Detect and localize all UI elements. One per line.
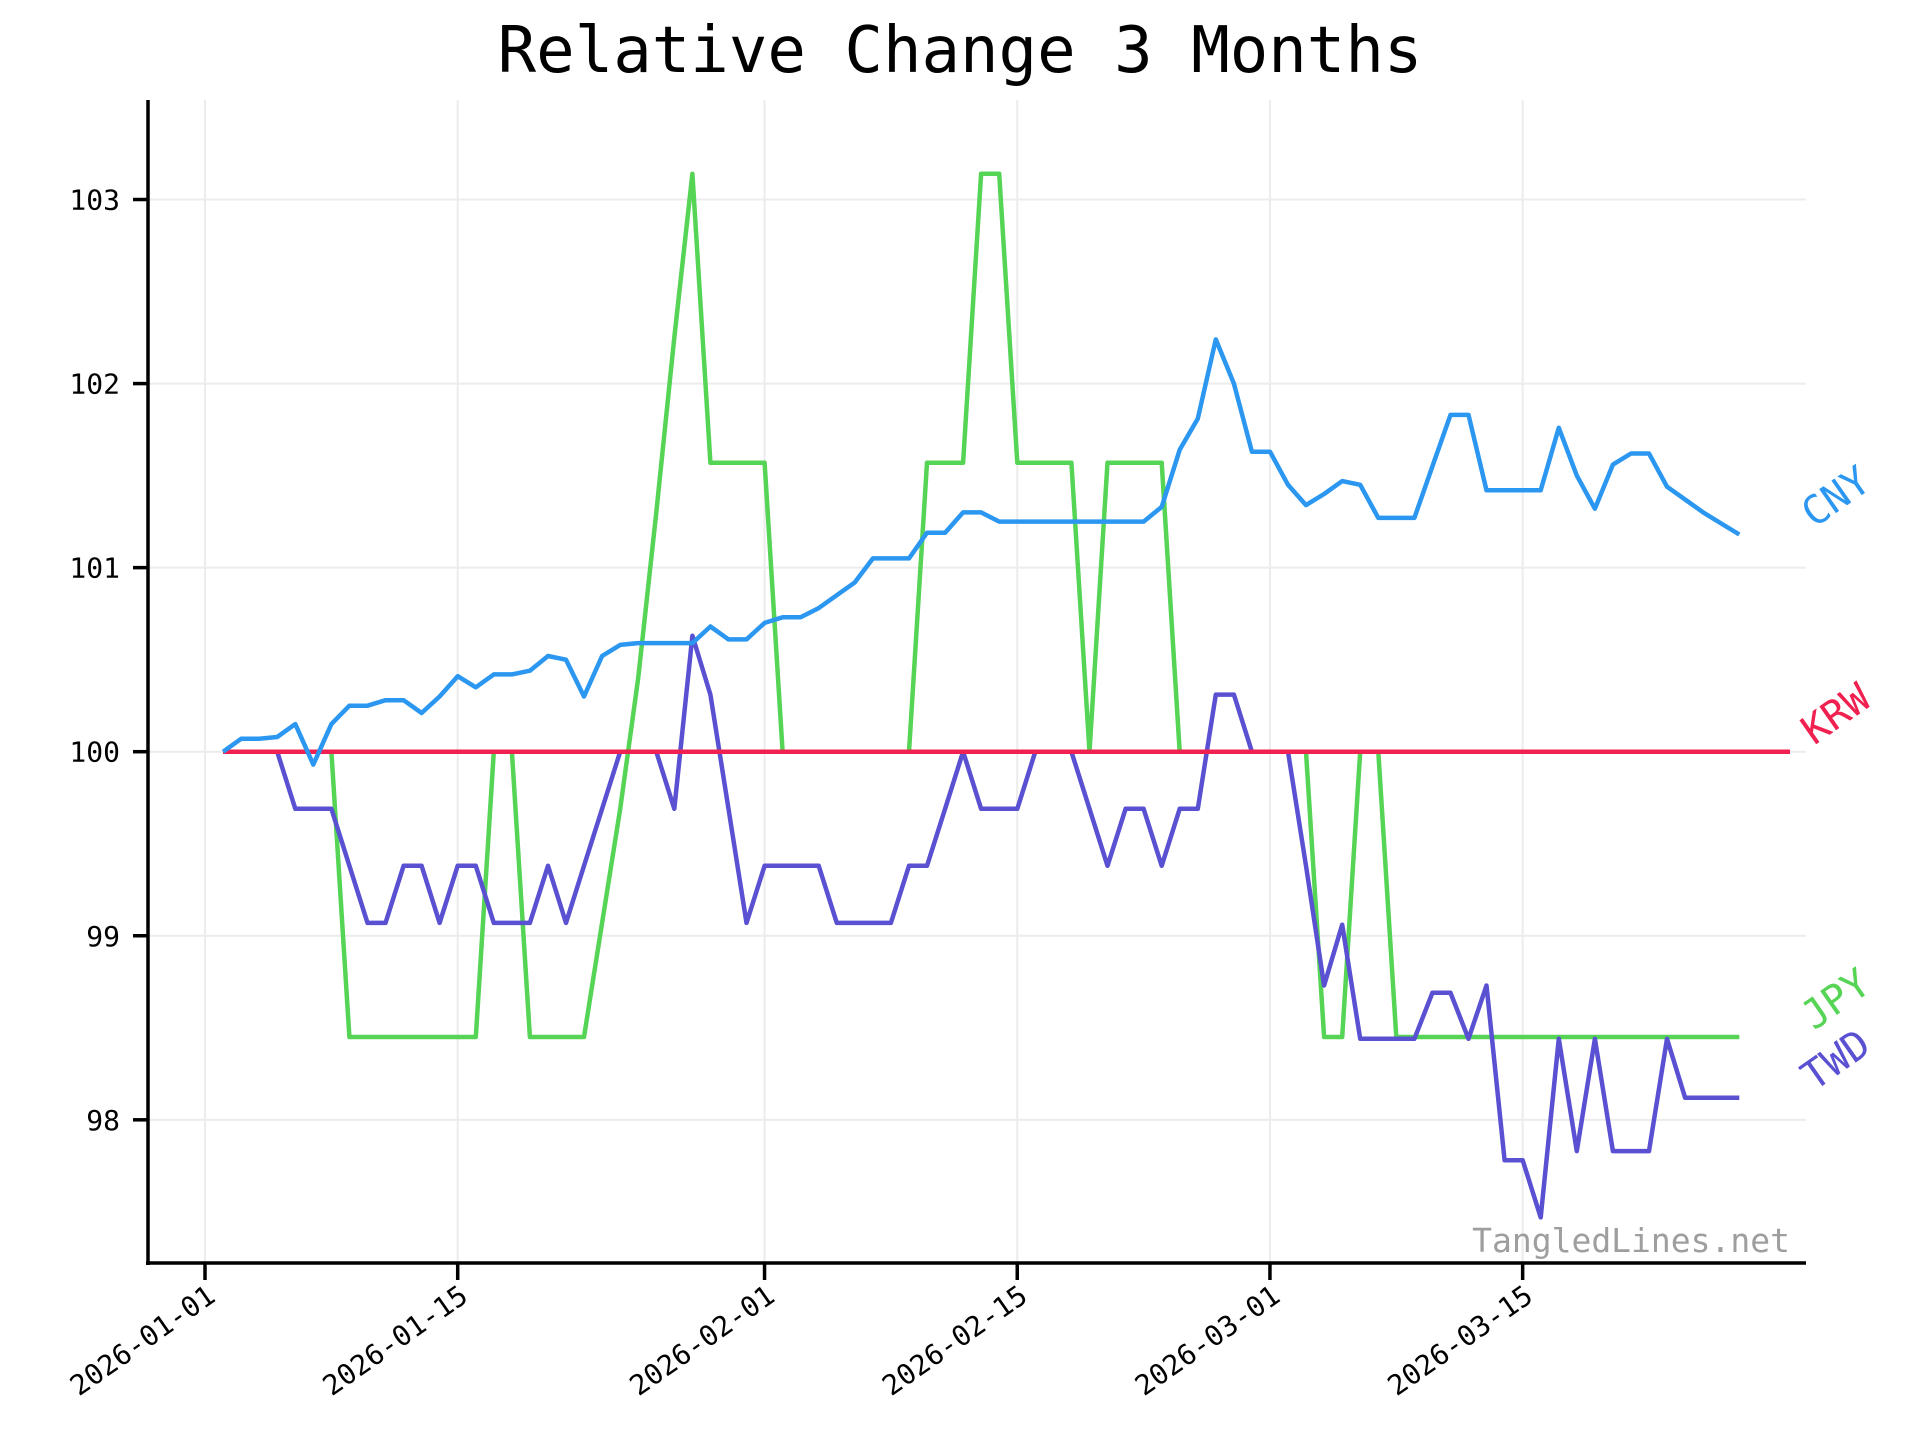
x-tick-label: 2026-01-01 <box>64 1279 221 1403</box>
series-line-JPY <box>223 171 1740 1040</box>
y-tick-label: 103 <box>69 184 120 217</box>
series-label-CNY: CNY <box>1793 458 1879 537</box>
series-lines <box>221 171 1790 1220</box>
chart-title: Relative Change 3 Months <box>497 14 1423 88</box>
x-tick-label: 2026-01-15 <box>317 1279 474 1403</box>
x-tick-label: 2026-02-15 <box>876 1279 1033 1403</box>
series-line-TWD <box>223 633 1740 1220</box>
y-tick-labels: 98 99 100 101 102 103 <box>69 184 120 1137</box>
watermark: TangledLines.net <box>1472 1221 1790 1260</box>
y-tick-label: 98 <box>86 1104 120 1137</box>
y-tick-label: 101 <box>69 552 120 585</box>
series-line-CNY <box>221 337 1741 767</box>
series-label-JPY: JPY <box>1793 960 1879 1039</box>
series-label-KRW: KRW <box>1793 674 1879 754</box>
x-tick-labels: 2026-01-01 2026-01-15 2026-02-01 2026-02-15… <box>64 1279 1539 1403</box>
x-tick-label: 2026-03-15 <box>1382 1279 1539 1403</box>
x-tick-label: 2026-03-01 <box>1129 1279 1286 1403</box>
x-tick-label: 2026-02-01 <box>624 1279 781 1403</box>
y-tick-label: 102 <box>69 368 120 401</box>
y-tick-label: 99 <box>86 920 120 953</box>
series-label-TWD: TWD <box>1793 1021 1879 1100</box>
axis-spines <box>133 100 1806 1280</box>
y-tick-label: 100 <box>69 736 120 769</box>
